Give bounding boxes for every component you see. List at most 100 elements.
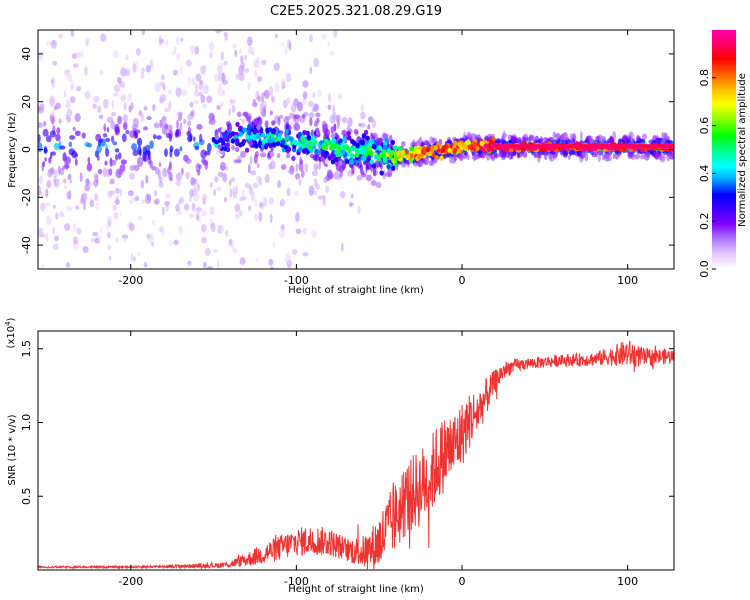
heatmap-cell — [195, 82, 198, 93]
heatmap-cell — [43, 120, 47, 127]
heatmap-cell — [302, 252, 309, 257]
heatmap-cell — [194, 145, 200, 151]
heatmap-cell — [538, 151, 542, 159]
snr-panel: -200 -100 0 100 0.5 1.0 1.5 Height of straight… — [4, 317, 675, 595]
heatmap-cell — [628, 133, 632, 138]
heatmap-cell — [349, 153, 355, 159]
heatmap-cell — [301, 148, 307, 154]
heatmap-cell — [184, 203, 190, 211]
heatmap-cell — [127, 190, 134, 197]
heatmap-cell — [569, 149, 573, 157]
heatmap-cell — [332, 104, 335, 115]
heatmap-cell — [247, 124, 252, 130]
heatmap-cell — [338, 93, 343, 100]
heatmap-cell — [106, 127, 110, 133]
heatmap-cell — [274, 83, 280, 93]
heatmap-cell — [76, 227, 82, 235]
colorbar-tick-label: 0.6 — [698, 117, 711, 135]
heatmap-cell — [324, 128, 330, 138]
heatmap-cell — [277, 132, 282, 139]
heatmap-cell — [530, 134, 535, 141]
heatmap-cell — [277, 180, 281, 189]
heatmap-cell — [117, 76, 122, 84]
heatmap-cell — [145, 150, 149, 156]
heatmap-cell — [110, 120, 116, 130]
heatmap-cell — [453, 140, 458, 147]
heatmap-cell — [67, 174, 72, 180]
heatmap-cell — [329, 145, 334, 151]
heatmap-cell — [231, 104, 236, 114]
heatmap-cell — [141, 67, 146, 73]
heatmap-cell — [308, 111, 315, 119]
heatmap-cell — [117, 115, 123, 125]
heatmap-cell — [302, 91, 308, 100]
heatmap-cell — [191, 77, 196, 86]
heatmap-cell — [269, 213, 273, 224]
heatmap-cell — [198, 81, 204, 91]
heatmap-cell — [539, 147, 546, 152]
heatmap-cell — [502, 149, 507, 159]
heatmap-cell — [270, 128, 276, 135]
heatmap-cell — [244, 18, 248, 25]
heatmap-cell — [97, 168, 103, 175]
heatmap-cell — [466, 154, 470, 161]
heatmap-cell — [472, 142, 477, 149]
heatmap-cell — [228, 108, 231, 116]
heatmap-cell — [158, 176, 163, 183]
heatmap-cell — [330, 159, 336, 165]
y-tick-label: -40 — [20, 236, 33, 254]
heatmap-cell — [159, 81, 164, 87]
heatmap-cell — [406, 154, 411, 160]
heatmap-cell — [272, 242, 276, 247]
heatmap-cell — [121, 133, 127, 143]
heatmap-cell — [317, 195, 324, 200]
heatmap-cell — [115, 154, 119, 161]
heatmap-cell — [634, 153, 641, 160]
heatmap-cell — [253, 199, 258, 207]
heatmap-cell — [400, 141, 406, 147]
heatmap-cell — [360, 102, 365, 113]
heatmap-cell — [51, 151, 56, 156]
heatmap-cell — [175, 203, 181, 212]
heatmap-cell — [366, 169, 372, 175]
heatmap-cell — [58, 33, 63, 39]
heatmap-cell — [242, 188, 245, 198]
heatmap-cell — [256, 124, 261, 130]
heatmap-cell — [161, 74, 165, 80]
heatmap-cell — [189, 101, 194, 108]
heatmap-cell — [439, 155, 444, 161]
heatmap-cell — [54, 235, 59, 242]
heatmap-cell — [67, 73, 73, 82]
heatmap-cell — [495, 153, 500, 158]
heatmap-cell — [286, 146, 292, 152]
heatmap-cell — [123, 236, 127, 243]
heatmap-cell — [115, 237, 119, 243]
heatmap-cell — [311, 170, 318, 177]
heatmap-cell — [275, 141, 281, 147]
heatmap-cell — [119, 212, 122, 217]
heatmap-cell — [365, 135, 370, 141]
heatmap-cell — [479, 140, 485, 147]
heatmap-cell — [612, 153, 616, 160]
heatmap-cell — [69, 179, 73, 184]
heatmap-cell — [188, 213, 195, 219]
heatmap-cell — [375, 181, 382, 188]
heatmap-cell — [100, 225, 103, 233]
heatmap-cell — [52, 60, 58, 66]
heatmap-cell — [232, 186, 236, 196]
heatmap-cell — [564, 149, 568, 156]
heatmap-cell — [295, 163, 299, 172]
heatmap-cell — [580, 131, 583, 141]
heatmap-cell — [123, 122, 127, 130]
heatmap-cell — [313, 57, 320, 68]
heatmap-cell — [129, 222, 135, 232]
heatmap-cell — [584, 152, 589, 162]
heatmap-cell — [100, 33, 107, 42]
heatmap-cell — [235, 212, 241, 220]
heatmap-cell — [298, 161, 304, 172]
heatmap-cell — [58, 118, 62, 124]
heatmap-cell — [296, 101, 303, 112]
heatmap-cell — [113, 84, 121, 93]
heatmap-cell — [232, 248, 238, 254]
heatmap-cell — [291, 155, 296, 161]
